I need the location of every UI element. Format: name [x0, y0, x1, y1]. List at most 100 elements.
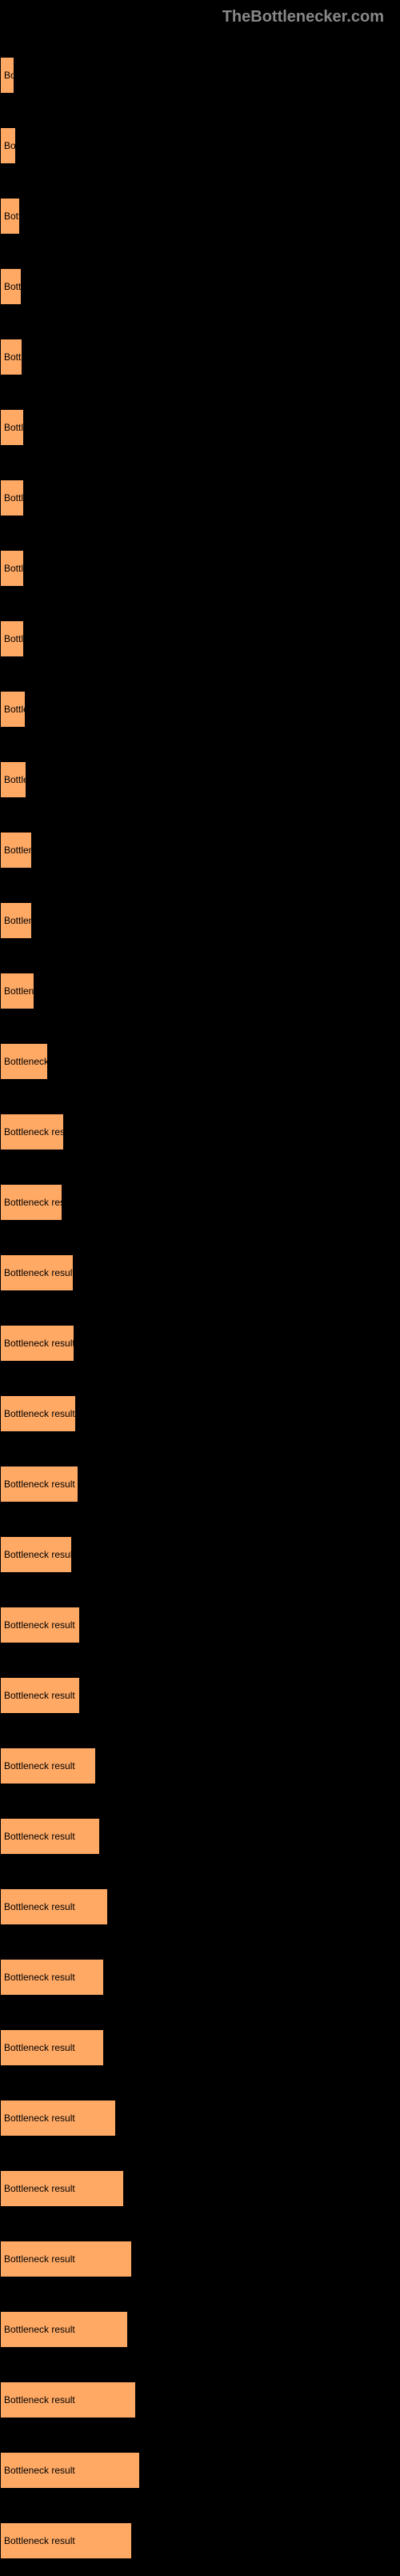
bar-label: Bottleneck result	[4, 1831, 75, 1842]
bar: Bottleneck result	[0, 2241, 132, 2277]
bar: Bottleneck result	[0, 691, 26, 728]
bar: Bottleneck result	[0, 973, 34, 1009]
bar: Bottleneck result	[0, 2381, 136, 2418]
bar: Bottleneck result	[0, 198, 20, 235]
bar: Bottleneck result	[0, 1395, 76, 1432]
bar-label: Bottleneck result	[4, 1056, 47, 1067]
bar-row: Bottleneck result	[0, 2294, 400, 2365]
bar: Bottleneck result	[0, 1466, 78, 1503]
bar-row: Bottleneck result	[0, 463, 400, 533]
bar-row: Bottleneck result	[0, 604, 400, 674]
bar-label: Bottleneck result	[4, 422, 23, 433]
bar-label: Bottleneck result	[4, 1901, 75, 1912]
bar: Bottleneck result	[0, 57, 14, 94]
bar-row: Bottleneck result	[0, 322, 400, 392]
bar-row: Bottleneck result	[0, 1167, 400, 1238]
bar-label: Bottleneck result	[4, 70, 14, 81]
bar: Bottleneck result	[0, 268, 22, 305]
bar-label: Bottleneck result	[4, 2394, 75, 2405]
bar: Bottleneck result	[0, 2170, 124, 2207]
bar: Bottleneck result	[0, 550, 24, 587]
bar-row: Bottleneck result	[0, 1238, 400, 1308]
bar-row: Bottleneck result	[0, 1660, 400, 1731]
bar: Bottleneck result	[0, 832, 32, 869]
bar-label: Bottleneck result	[4, 1267, 73, 1278]
bar-row: Bottleneck result	[0, 1378, 400, 1449]
bar: Bottleneck result	[0, 2311, 128, 2348]
bar-label: Bottleneck result	[4, 211, 19, 222]
bar-row: Bottleneck result	[0, 181, 400, 251]
bar: Bottleneck result	[0, 1325, 74, 1362]
bar-row: Bottleneck result	[0, 533, 400, 604]
bar-label: Bottleneck result	[4, 985, 34, 997]
bar: Bottleneck result	[0, 2100, 116, 2137]
bar-row: Bottleneck result	[0, 1097, 400, 1167]
bar-label: Bottleneck result	[4, 351, 22, 363]
bar: Bottleneck result	[0, 1959, 104, 1996]
bar: Bottleneck result	[0, 1888, 108, 1925]
bar-row: Bottleneck result	[0, 744, 400, 815]
bar-row: Bottleneck result	[0, 1801, 400, 1872]
bar-chart: Bottleneck result Bottleneck result Bottle…	[0, 0, 400, 2576]
bar-label: Bottleneck result	[4, 2113, 75, 2124]
bar-row: Bottleneck result	[0, 1449, 400, 1519]
bar-row: Bottleneck result	[0, 815, 400, 885]
bar-row: Bottleneck result	[0, 2435, 400, 2506]
bar-label: Bottleneck result	[4, 845, 31, 856]
bar-row: Bottleneck result	[0, 1731, 400, 1801]
bar-row: Bottleneck result	[0, 1519, 400, 1590]
bar-label: Bottleneck result	[4, 1690, 75, 1701]
bar: Bottleneck result	[0, 409, 24, 446]
bar-label: Bottleneck result	[4, 1619, 75, 1631]
bar-label: Bottleneck result	[4, 2253, 75, 2265]
bar-label: Bottleneck result	[4, 2183, 75, 2194]
bar-row: Bottleneck result	[0, 40, 400, 110]
bar-label: Bottleneck result	[4, 1479, 75, 1490]
bar: Bottleneck result	[0, 1677, 80, 1714]
bar: Bottleneck result	[0, 1184, 62, 1221]
bar-row: Bottleneck result	[0, 2506, 400, 2576]
bar-label: Bottleneck result	[4, 1408, 75, 1419]
bar: Bottleneck result	[0, 1747, 96, 1784]
bar-label: Bottleneck result	[4, 1760, 75, 1772]
bar-row: Bottleneck result	[0, 110, 400, 181]
bar-row: Bottleneck result	[0, 2083, 400, 2153]
bar: Bottleneck result	[0, 339, 22, 375]
bar: Bottleneck result	[0, 1607, 80, 1643]
bar-label: Bottleneck result	[4, 2042, 75, 2053]
bar-row: Bottleneck result	[0, 1942, 400, 2012]
watermark-text: TheBottlenecker.com	[222, 8, 384, 26]
bar-row: Bottleneck result	[0, 2224, 400, 2294]
bar: Bottleneck result	[0, 127, 16, 164]
bar: Bottleneck result	[0, 2029, 104, 2066]
bar: Bottleneck result	[0, 1043, 48, 1080]
bar: Bottleneck result	[0, 1536, 72, 1573]
bar-label: Bottleneck result	[4, 281, 21, 292]
bar-row: Bottleneck result	[0, 2365, 400, 2435]
bar-label: Bottleneck result	[4, 1338, 74, 1349]
bar: Bottleneck result	[0, 1113, 64, 1150]
bar: Bottleneck result	[0, 2452, 140, 2489]
bar: Bottleneck result	[0, 620, 24, 657]
bar-label: Bottleneck result	[4, 2465, 75, 2476]
bar-label: Bottleneck result	[4, 1197, 62, 1208]
bar-label: Bottleneck result	[4, 1549, 71, 1560]
bar-row: Bottleneck result	[0, 2153, 400, 2224]
bar-label: Bottleneck result	[4, 563, 23, 574]
bar-label: Bottleneck result	[4, 1126, 63, 1138]
bar: Bottleneck result	[0, 2522, 132, 2559]
bar-row: Bottleneck result	[0, 1590, 400, 1660]
bar: Bottleneck result	[0, 902, 32, 939]
bar-label: Bottleneck result	[4, 1972, 75, 1983]
bar-label: Bottleneck result	[4, 2324, 75, 2335]
bar-row: Bottleneck result	[0, 2012, 400, 2083]
bar-row: Bottleneck result	[0, 392, 400, 463]
bar-label: Bottleneck result	[4, 915, 31, 926]
bar-label: Bottleneck result	[4, 704, 25, 715]
bar-row: Bottleneck result	[0, 674, 400, 744]
bar-row: Bottleneck result	[0, 1308, 400, 1378]
bar-row: Bottleneck result	[0, 1872, 400, 1942]
bar-label: Bottleneck result	[4, 633, 23, 644]
bar-label: Bottleneck result	[4, 492, 23, 504]
bar-row: Bottleneck result	[0, 1026, 400, 1097]
